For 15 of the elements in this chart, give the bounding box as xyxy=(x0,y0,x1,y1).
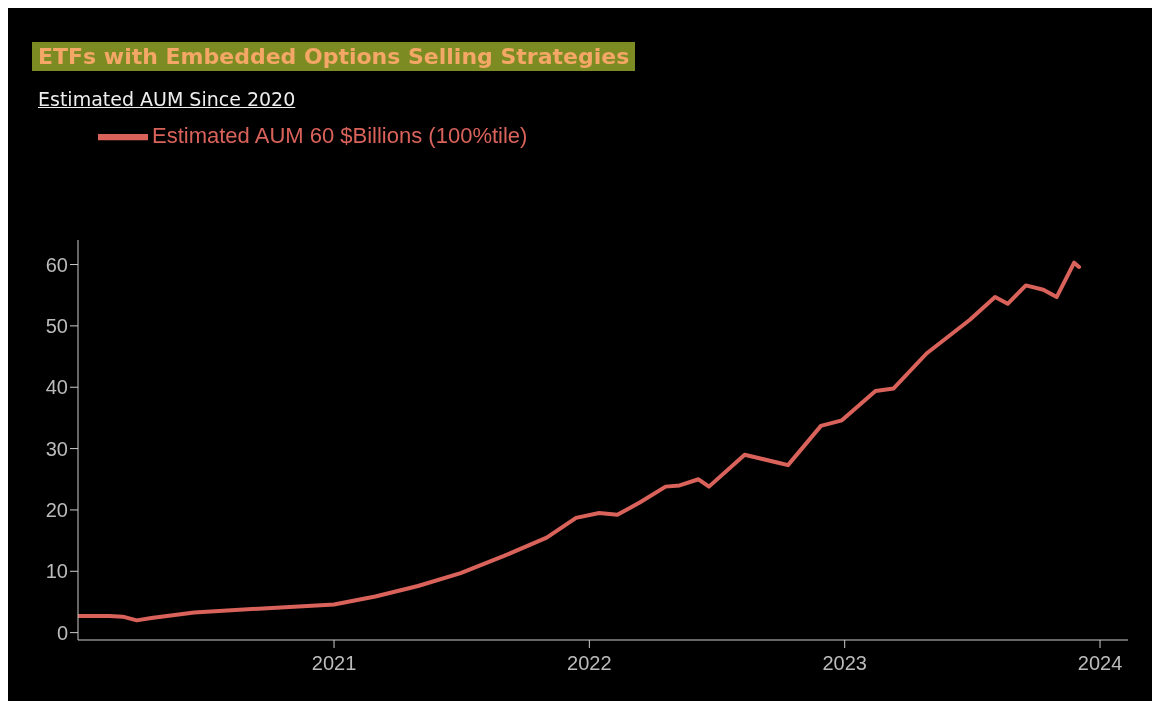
x-tick-label: 2022 xyxy=(567,652,612,675)
y-tick-label: 40 xyxy=(45,376,68,399)
line-series xyxy=(78,260,1082,623)
chart-title: ETFs with Embedded Options Selling Strategies xyxy=(32,42,636,71)
legend-label: Estimated AUM 60 $Billions (100%tile) xyxy=(152,122,528,148)
y-tick-label: 20 xyxy=(45,499,68,522)
chart-subtitle: Estimated AUM Since 2020 xyxy=(38,88,296,110)
y-tick-label: 10 xyxy=(45,560,68,583)
x-tick-label: 2023 xyxy=(822,652,867,675)
x-tick-label: 2024 xyxy=(1077,652,1123,675)
x-tick-label: 2021 xyxy=(311,652,357,675)
y-tick-label: 60 xyxy=(45,253,68,276)
y-tick-label: 50 xyxy=(45,314,68,337)
y-tick-label: 0 xyxy=(56,621,68,644)
y-tick-label: 30 xyxy=(45,437,68,460)
